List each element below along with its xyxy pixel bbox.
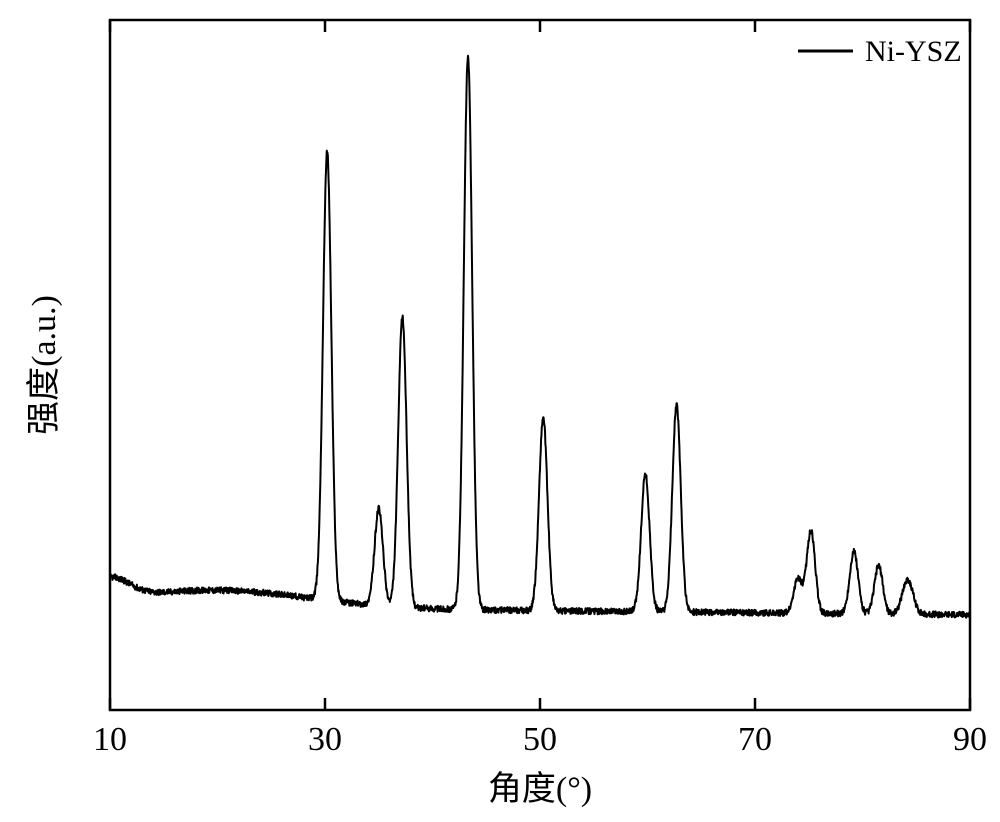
legend-label: Ni-YSZ bbox=[865, 35, 962, 68]
x-tick-label: 50 bbox=[523, 721, 557, 758]
chart-svg: 10 30 50 70 90 角度(°) 强度(a.u.) Ni-YSZ bbox=[0, 0, 1000, 822]
x-tick-label: 70 bbox=[738, 721, 772, 758]
x-tick-label: 10 bbox=[93, 721, 127, 758]
x-axis-label: 角度(°) bbox=[488, 770, 592, 808]
xrd-chart: 10 30 50 70 90 角度(°) 强度(a.u.) Ni-YSZ bbox=[0, 0, 1000, 822]
x-tick-label: 30 bbox=[308, 721, 342, 758]
chart-background bbox=[0, 0, 1000, 822]
x-tick-label: 90 bbox=[953, 721, 987, 758]
y-axis-label: 强度(a.u.) bbox=[25, 295, 63, 435]
